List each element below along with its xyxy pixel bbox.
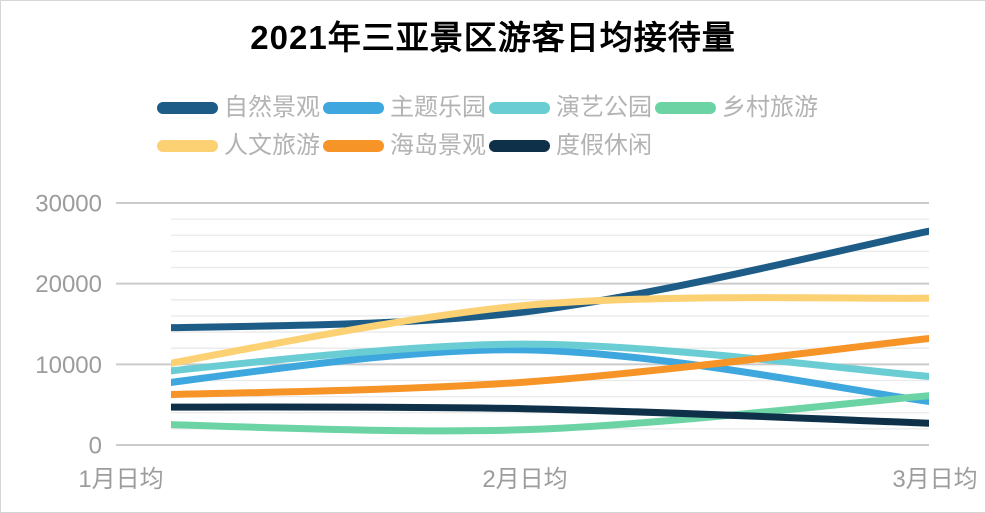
series-line	[171, 403, 929, 427]
x-axis-label: 2月日均	[482, 466, 567, 493]
legend: 自然景观 主题乐园 演艺公园 乡村旅游人文旅游 海岛景观 度假休闲	[157, 93, 829, 160]
legend-label: 度假休闲	[556, 131, 652, 159]
series-line	[171, 346, 929, 405]
legend-label: 主题乐园	[390, 93, 486, 121]
legend-swatch	[323, 139, 384, 152]
legend-swatch	[489, 101, 550, 114]
y-axis-tick-label: 20000	[35, 271, 102, 298]
legend-item[interactable]: 乡村旅游	[655, 93, 818, 122]
legend-label: 乡村旅游	[722, 93, 818, 121]
y-axis-tick-label: 30000	[35, 191, 102, 218]
legend-swatch	[655, 101, 716, 114]
series-line	[171, 340, 929, 380]
legend-item[interactable]: 演艺公园	[489, 93, 652, 122]
x-axis-label: 3月日均	[892, 466, 977, 493]
legend-label: 海岛景观	[390, 131, 486, 159]
legend-label: 自然景观	[224, 93, 320, 121]
x-axis-label: 1月日均	[78, 466, 163, 493]
legend-item[interactable]: 人文旅游	[157, 131, 320, 160]
y-axis-tick-label: 0	[89, 433, 102, 460]
legend-item[interactable]: 主题乐园	[323, 93, 486, 122]
legend-item[interactable]: 自然景观	[157, 93, 320, 122]
series-line	[171, 335, 929, 399]
legend-item[interactable]: 度假休闲	[489, 131, 652, 160]
series-line	[171, 392, 929, 435]
legend-item[interactable]: 海岛景观	[323, 131, 486, 160]
legend-swatch	[157, 101, 218, 114]
y-axis-tick-label: 10000	[35, 352, 102, 379]
legend-swatch	[323, 101, 384, 114]
legend-swatch	[157, 139, 218, 152]
series-line	[171, 294, 929, 367]
series-line	[171, 227, 929, 332]
legend-swatch	[489, 139, 550, 152]
chart-title: 2021年三亚景区游客日均接待量	[250, 19, 736, 56]
legend-label: 演艺公园	[556, 93, 652, 121]
legend-label: 人文旅游	[224, 131, 320, 159]
